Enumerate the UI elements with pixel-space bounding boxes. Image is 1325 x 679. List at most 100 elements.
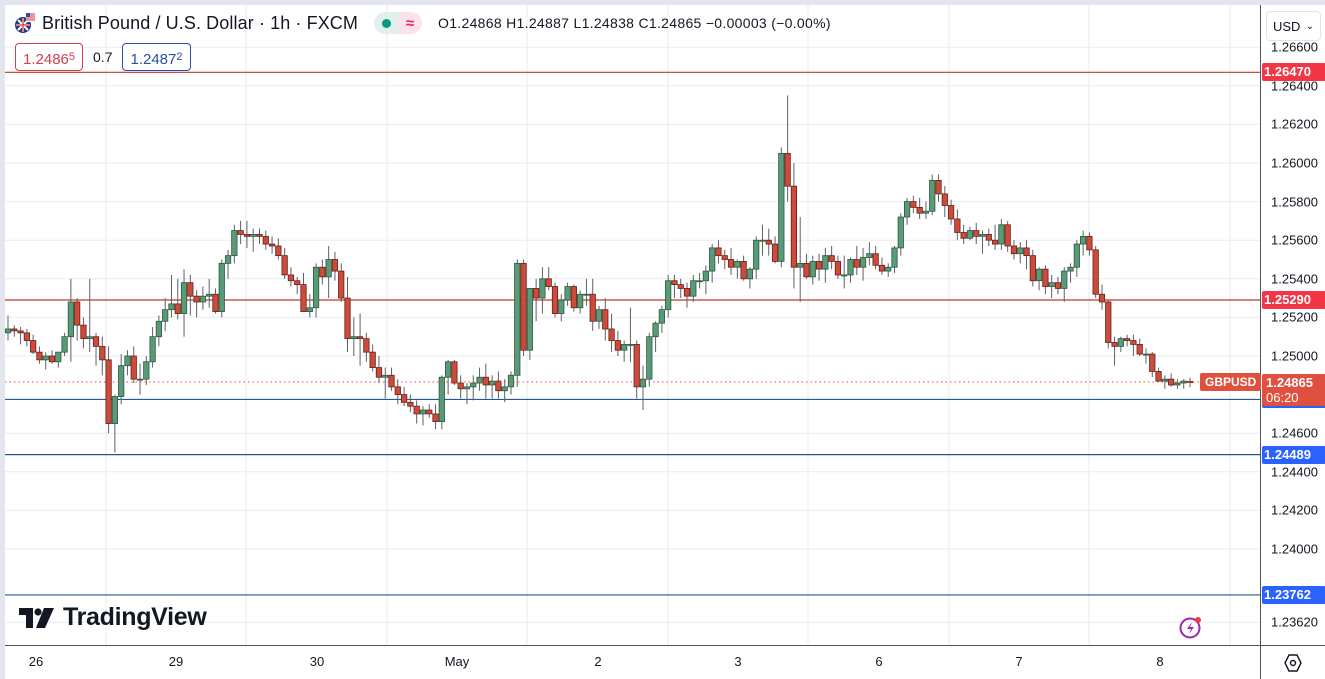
candle-up — [168, 303, 175, 311]
candle-down — [482, 376, 489, 386]
time-tick-label: May — [444, 654, 470, 669]
candle-down — [671, 280, 678, 285]
candle-down — [1004, 224, 1011, 247]
candle-down — [533, 288, 540, 299]
candle-up — [1036, 268, 1043, 282]
candle-down — [790, 185, 798, 268]
time-tick-label: 2 — [594, 654, 602, 669]
time-tick-label: 30 — [309, 654, 325, 669]
candle-up — [489, 380, 496, 386]
candle-down — [193, 295, 200, 303]
candle-down — [80, 324, 87, 340]
candle-down — [319, 266, 326, 278]
candle-down — [853, 259, 860, 268]
candle-down — [1010, 245, 1018, 255]
time-tick-label: 8 — [1156, 654, 1164, 669]
candle-down — [677, 284, 684, 289]
price-level-tag: 1.23762 — [1262, 585, 1325, 604]
candle-down — [275, 245, 282, 257]
candle-up — [350, 336, 357, 340]
candle-down — [545, 278, 552, 287]
candle-up — [1048, 282, 1055, 287]
candlestick-chart — [5, 5, 1260, 645]
candle-up — [929, 179, 936, 212]
market-open-dot-icon — [374, 12, 398, 34]
market-status[interactable]: ≈ — [374, 12, 422, 34]
candle-down — [727, 259, 735, 268]
candle-up — [639, 378, 647, 388]
sell-button[interactable]: 1.24865 — [15, 43, 84, 71]
candle-down — [369, 351, 376, 368]
candle-up — [797, 262, 804, 268]
candle-up — [118, 365, 125, 397]
price-level-tag: 1.24489 — [1262, 445, 1325, 464]
buy-button[interactable]: 1.24872 — [122, 43, 191, 71]
candle-up — [866, 253, 873, 258]
price-tick-label: 1.24600 — [1271, 425, 1318, 441]
candle-down — [1136, 344, 1143, 355]
candle-up — [734, 261, 741, 268]
price-axis[interactable]: USD ⌄ 1.26600 1.26400 1.26200 1.26000 1.2580… — [1260, 5, 1325, 645]
candle-up — [231, 230, 238, 257]
time-tick-label: 7 — [1015, 654, 1023, 669]
candle-up — [979, 234, 986, 237]
candle-down — [765, 239, 772, 245]
candle-up — [759, 239, 766, 242]
open-label: O — [438, 15, 450, 31]
candle-up — [627, 344, 634, 346]
candle-up — [1174, 382, 1181, 386]
candle-down — [1098, 293, 1106, 303]
candle-up — [998, 224, 1005, 245]
candle-down — [48, 355, 56, 363]
buy-pip: 2 — [176, 51, 183, 63]
candle-down — [608, 328, 615, 341]
candle-down — [99, 345, 106, 361]
chart-settings-button[interactable] — [1260, 645, 1325, 679]
open-value: 1.24868 — [449, 15, 502, 31]
candle-down — [570, 286, 577, 309]
price-tick-label: 1.25000 — [1271, 348, 1318, 364]
candle-up — [206, 293, 213, 297]
price-tick-label: 1.25800 — [1271, 194, 1318, 210]
candle-down — [17, 330, 24, 334]
candle-up — [696, 280, 703, 283]
symbol-title[interactable]: British Pound / U.S. Dollar · 1h · FXCM — [42, 12, 358, 33]
price-tick-label: 1.26400 — [1271, 78, 1318, 94]
candle-up — [55, 351, 62, 363]
last-price-value: 1.24865 — [1266, 375, 1313, 391]
candle-down — [413, 405, 420, 415]
sell-pip: 5 — [68, 51, 76, 63]
time-axis[interactable]: 26 29 30 May 2 3 6 7 8 — [5, 645, 1260, 679]
candle-down — [407, 401, 414, 407]
low-label: L — [573, 15, 582, 31]
candle-up — [1073, 243, 1080, 268]
candle-up — [539, 278, 546, 299]
candle-down — [451, 361, 458, 384]
price-tick-label: 1.25600 — [1271, 232, 1318, 248]
candle-up — [922, 210, 930, 214]
currency-select[interactable]: USD ⌄ — [1266, 11, 1321, 41]
last-price-tag: 1.24865 06:20 — [1262, 374, 1325, 407]
candle-up — [155, 320, 162, 338]
candle-down — [960, 232, 967, 239]
candle-down — [262, 235, 269, 245]
chart-plot-area[interactable] — [5, 5, 1260, 645]
candle-up — [312, 266, 320, 309]
time-tick-label: 29 — [168, 654, 184, 669]
lightning-alert-icon[interactable] — [1179, 615, 1203, 639]
candle-down — [294, 280, 301, 285]
close-label: C — [638, 15, 649, 31]
candle-up — [111, 396, 118, 424]
gear-icon — [1284, 653, 1302, 672]
candle-down — [935, 179, 942, 195]
high-label: H — [506, 15, 517, 31]
candle-down — [432, 413, 439, 423]
candle-down — [1111, 342, 1118, 347]
candle-up — [891, 247, 898, 268]
candle-down — [1149, 353, 1156, 372]
price-level-tag: 1.25290 — [1262, 291, 1325, 310]
price-tick-label: 1.25200 — [1271, 309, 1318, 325]
candle-down — [388, 374, 395, 388]
tradingview-logo[interactable]: TradingView — [19, 603, 207, 632]
